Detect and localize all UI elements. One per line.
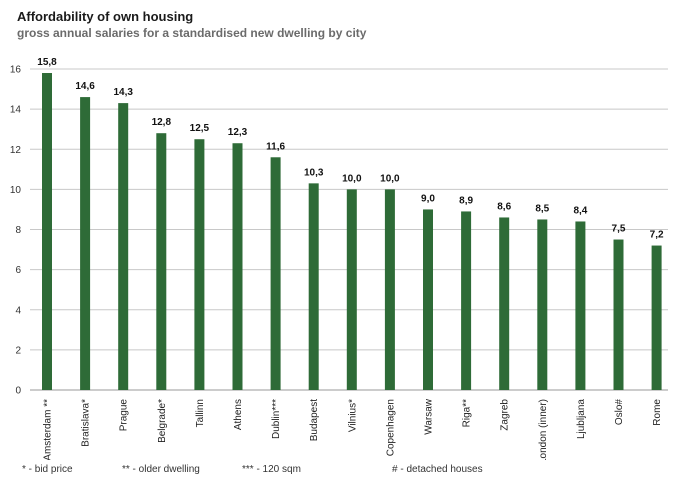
bar xyxy=(613,239,624,390)
bar xyxy=(575,221,586,390)
bar xyxy=(156,133,167,390)
category-label: Copenhagen xyxy=(385,399,396,456)
bar xyxy=(270,157,281,390)
chart-subtitle: gross annual salaries for a standardised… xyxy=(17,26,367,40)
y-tick-label: 12 xyxy=(10,145,22,156)
data-label: 7,2 xyxy=(650,230,664,241)
bar xyxy=(118,103,129,390)
footnote-120-sqm: *** - 120 sqm xyxy=(242,464,301,475)
category-label: Vilnius* xyxy=(347,399,358,432)
bar xyxy=(232,143,243,390)
data-labels: 15,8 14,6 14,3 12,8 12,5 12,3 11,6 10,3 10,0 10,0… xyxy=(37,57,664,241)
bar xyxy=(499,217,510,390)
bar-chart: 0 2 4 6 8 10 12 14 16 15,8 14,6 14,3 12,8 12,5 12,3 11… xyxy=(10,57,668,460)
y-tick-label: 0 xyxy=(15,386,21,397)
data-label: 8,6 xyxy=(497,201,511,212)
data-label: 15,8 xyxy=(37,57,57,68)
y-tick-label: 14 xyxy=(10,105,22,116)
category-label: London (inner) xyxy=(538,399,549,460)
data-label: 10,0 xyxy=(342,173,362,184)
data-label: 8,4 xyxy=(573,205,587,216)
y-tick-label: 8 xyxy=(15,225,21,236)
data-label: 7,5 xyxy=(612,224,626,235)
data-label: 12,3 xyxy=(228,127,248,138)
y-tick-label: 6 xyxy=(15,265,21,276)
data-label: 10,0 xyxy=(380,173,400,184)
data-label: 14,6 xyxy=(75,81,95,92)
data-label: 10,3 xyxy=(304,167,324,178)
bars xyxy=(42,73,662,391)
category-label: Prague xyxy=(119,399,130,432)
bar xyxy=(308,183,319,390)
data-label: 12,8 xyxy=(152,117,172,128)
category-label: Budapest xyxy=(309,399,320,441)
category-label: Bratislava* xyxy=(81,399,92,447)
category-label: Belgrade* xyxy=(157,399,168,443)
data-label: 8,5 xyxy=(535,203,549,214)
bar xyxy=(461,211,472,390)
y-axis-ticks: 0 2 4 6 8 10 12 14 16 xyxy=(10,65,22,397)
y-tick-label: 10 xyxy=(10,185,22,196)
category-label: Dublin*** xyxy=(271,399,282,439)
category-label: Ljubljana xyxy=(576,399,587,439)
footnote-bid-price: * - bid price xyxy=(22,464,73,475)
footnote-detached-houses: # - detached houses xyxy=(392,464,483,475)
category-label: Tallinn xyxy=(195,399,206,427)
category-label: Riga** xyxy=(462,399,473,427)
bar xyxy=(80,97,91,391)
bar xyxy=(42,73,52,390)
category-labels: Amsterdam ** Bratislava* Prague Belgrade* Ta… xyxy=(43,398,664,460)
category-label: Athens xyxy=(233,399,244,430)
data-label: 14,3 xyxy=(113,87,133,98)
data-label: 12,5 xyxy=(190,123,210,134)
category-label: Zagreb xyxy=(500,399,511,431)
bar xyxy=(194,139,205,390)
bar xyxy=(384,189,395,390)
bar xyxy=(537,219,548,390)
gridlines xyxy=(30,68,668,391)
category-label: Oslo# xyxy=(614,399,625,426)
category-label: Amsterdam ** xyxy=(43,399,54,460)
bar xyxy=(346,189,357,390)
data-label: 11,6 xyxy=(266,141,285,152)
footnote-older-dwelling: ** - older dwelling xyxy=(122,464,200,475)
y-tick-label: 16 xyxy=(10,65,22,76)
data-label: 8,9 xyxy=(459,195,473,206)
chart-title: Affordability of own housing xyxy=(17,9,194,24)
category-label: Rome xyxy=(652,399,663,426)
category-label: Warsaw xyxy=(424,398,435,435)
bar xyxy=(651,245,662,390)
y-tick-label: 4 xyxy=(15,305,21,316)
data-label: 9,0 xyxy=(421,193,435,204)
bar xyxy=(423,209,433,390)
y-tick-label: 2 xyxy=(15,345,21,356)
